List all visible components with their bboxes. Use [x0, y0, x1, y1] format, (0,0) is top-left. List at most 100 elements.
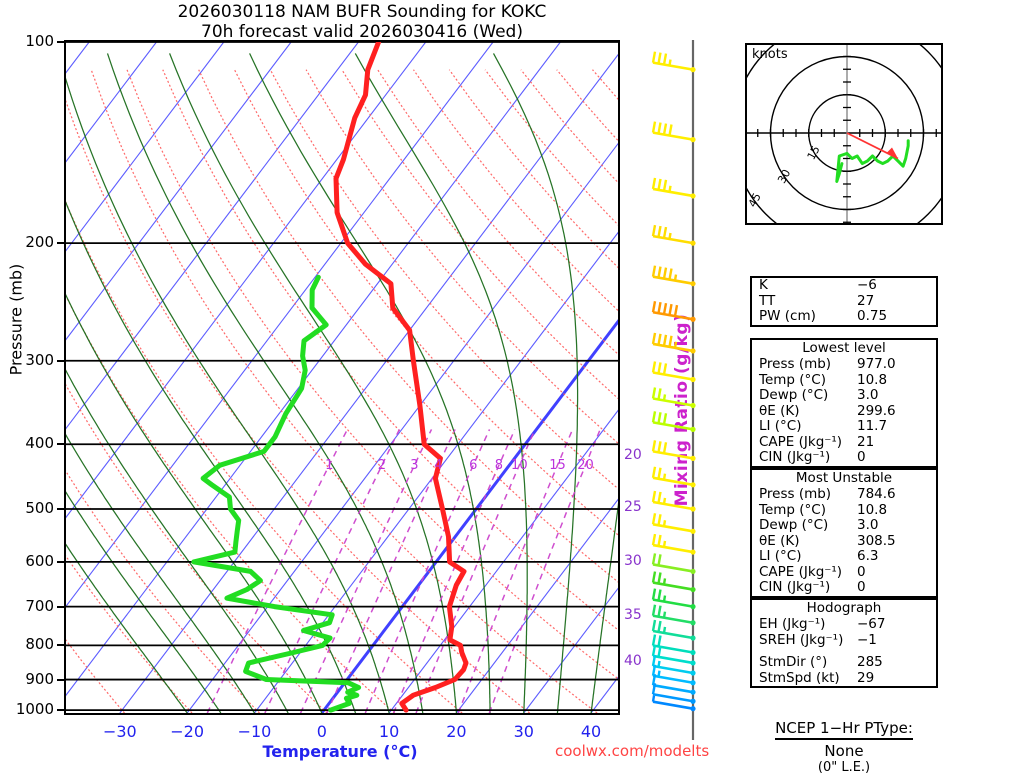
skewt-diagram[interactable]: [64, 40, 620, 715]
most-unstable-title: Most Unstable: [795, 470, 893, 486]
pressure-tick-mark: [57, 41, 66, 43]
pressure-tick-mark: [57, 560, 66, 563]
lowest-level-label: LI (°C): [759, 418, 802, 434]
pressure-tick-mark: [57, 443, 66, 446]
hodograph-units-label: knots: [752, 47, 788, 62]
lowest-level-value: 977.0: [857, 356, 896, 372]
most-unstable-label: LI (°C): [759, 548, 802, 564]
pressure-tick-700: 700: [25, 596, 54, 615]
lowest-level-row: CIN (Jkg⁻¹) 0: [752, 449, 936, 466]
lowest-level-value: 299.6: [857, 402, 896, 419]
most-unstable-value: 308.5: [857, 532, 896, 549]
index-value: 27: [857, 292, 875, 309]
mixing-ratio-label-10: 10: [511, 458, 528, 474]
lowest-level-panel: Lowest level Press (mb) 977.0 Temp (°C) 10.…: [750, 338, 938, 468]
svg-text:30: 30: [775, 167, 793, 185]
mixing-ratio-label-4: 4: [434, 458, 443, 474]
hodograph-plot[interactable]: 15 30 45: [706, 4, 988, 274]
most-unstable-row: LI (°C) 6.3: [752, 548, 936, 565]
title-line-1: 2026030118 NAM BUFR Sounding for KOKC: [177, 2, 547, 22]
lowest-level-value: 0: [857, 449, 866, 465]
lowest-level-row: θE (K) 299.6: [752, 402, 936, 420]
most-unstable-row: CAPE (Jkg⁻¹) 0: [752, 563, 936, 581]
wind-barb-column: [640, 40, 720, 740]
page-title: 2026030118 NAM BUFR Sounding for KOKC 70…: [0, 2, 724, 42]
most-unstable-row: Dewp (°C) 3.0: [752, 517, 936, 534]
lowest-level-value: 3.0: [857, 387, 879, 403]
most-unstable-value: 6.3: [857, 548, 879, 564]
index-row: PW (cm) 0.75: [752, 308, 936, 325]
temperature-tick--10: −10: [237, 722, 272, 741]
mixing-ratio-label-15: 15: [549, 458, 566, 474]
most-unstable-row: Temp (°C) 10.8: [752, 502, 936, 519]
indices-rows: K −6 TT 27 PW (cm) 0.75: [752, 277, 936, 325]
lowest-level-row: Dewp (°C) 3.0: [752, 387, 936, 404]
ptype-value: None: [824, 742, 864, 760]
wind-barbs: [651, 40, 696, 740]
lowest-level-label: Temp (°C): [759, 371, 826, 388]
index-row: TT 27: [752, 292, 936, 310]
title-line-2: 70h forecast valid 2026030416 (Wed): [201, 22, 523, 42]
lowest-level-row: Temp (°C) 10.8: [752, 371, 936, 389]
pressure-tick-400: 400: [25, 434, 54, 453]
mixing-ratio-right-30: 30: [624, 553, 642, 569]
index-label: TT: [759, 292, 776, 309]
pressure-tick-mark: [57, 709, 66, 712]
hodo-stat-row: StmSpd (kt) 29: [752, 670, 936, 687]
lowest-level-label: Press (mb): [759, 356, 832, 372]
hodo-stat-label: EH (Jkg⁻¹): [759, 616, 826, 632]
temperature-tick--20: −20: [170, 722, 205, 741]
svg-text:45: 45: [747, 191, 764, 209]
pressure-tick-mark: [57, 359, 66, 362]
hodo-stat-value: −1: [857, 631, 877, 648]
pressure-tick-100: 100: [25, 32, 54, 50]
index-label: K: [759, 277, 768, 293]
ptype-title: NCEP 1−Hr PType:: [775, 719, 913, 740]
pressure-tick-1000: 1000: [15, 700, 54, 719]
pressure-tick-mark: [57, 507, 66, 510]
index-label: PW (cm): [759, 308, 816, 324]
pressure-tick-800: 800: [25, 635, 54, 654]
hodo-stat-label: StmDir (°): [759, 654, 828, 670]
hodo-stat-value: 285: [857, 654, 883, 670]
pressure-tick-mark: [57, 242, 66, 245]
pressure-tick-300: 300: [25, 350, 54, 369]
temperature-tick-0: 0: [316, 722, 327, 741]
hodo-stat-value: −67: [857, 616, 886, 632]
temperature-tick--30: −30: [102, 722, 137, 741]
most-unstable-rows: Press (mb) 784.6 Temp (°C) 10.8 Dewp (°C) 3.0…: [752, 486, 936, 596]
index-value: −6: [857, 277, 877, 293]
pressure-tick-200: 200: [25, 233, 54, 252]
mixing-ratio-right-35: 35: [624, 607, 642, 623]
most-unstable-label: Press (mb): [759, 486, 832, 502]
mixing-ratio-right-40: 40: [624, 653, 642, 669]
most-unstable-value: 0: [857, 579, 866, 595]
temperature-tick-40: 40: [580, 722, 602, 741]
mixing-ratio-label-20: 20: [577, 458, 594, 474]
most-unstable-panel: Most Unstable Press (mb) 784.6 Temp (°C) 10…: [750, 468, 938, 598]
mixing-ratio-right-20: 20: [624, 447, 642, 463]
lowest-level-label: θE (K): [759, 402, 800, 419]
lowest-level-label: CIN (Jkg⁻¹): [759, 449, 831, 465]
pressure-tick-mark: [57, 605, 66, 608]
most-unstable-value: 0: [857, 563, 866, 580]
indices-panel: K −6 TT 27 PW (cm) 0.75: [750, 276, 938, 327]
mixing-ratio-label-1: 1: [325, 458, 334, 474]
temperature-tick-10: 10: [378, 722, 400, 741]
lowest-level-value: 10.8: [857, 371, 888, 388]
most-unstable-label: Dewp (°C): [759, 517, 829, 533]
mixing-ratio-label-8: 8: [494, 458, 504, 474]
lowest-level-value: 21: [857, 433, 875, 450]
hodograph-canvas: 15 30 45: [706, 4, 988, 274]
most-unstable-value: 3.0: [857, 517, 879, 533]
lowest-level-value: 11.7: [857, 418, 888, 434]
index-value: 0.75: [857, 308, 888, 324]
skewt-canvas: [66, 42, 618, 713]
most-unstable-row: Press (mb) 784.6: [752, 486, 936, 503]
lowest-level-label: CAPE (Jkg⁻¹): [759, 433, 843, 450]
most-unstable-label: CIN (Jkg⁻¹): [759, 579, 831, 595]
pressure-tick-500: 500: [25, 498, 54, 517]
lowest-level-rows: Press (mb) 977.0 Temp (°C) 10.8 Dewp (°C) 3.0…: [752, 356, 936, 466]
mixing-ratio-label-2: 2: [377, 458, 387, 474]
hodo-stat-row: SREH (Jkg⁻¹) −1: [752, 631, 936, 649]
